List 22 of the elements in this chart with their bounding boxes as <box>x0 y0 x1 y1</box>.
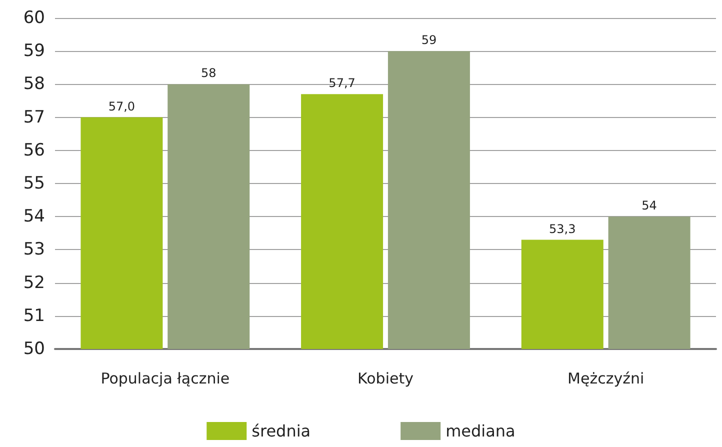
y-tick-label: 57 <box>23 107 45 128</box>
data-label: 59 <box>421 33 437 48</box>
data-label: 58 <box>200 66 216 80</box>
y-tick-label: 59 <box>23 41 45 62</box>
y-tick-label: 58 <box>23 74 45 94</box>
y-tick-label: 54 <box>23 206 45 227</box>
data-label: 57,0 <box>108 99 136 114</box>
data-label: 54 <box>642 198 657 213</box>
y-tick-label: 51 <box>23 306 45 326</box>
y-tick-label: 56 <box>23 140 45 160</box>
y-tick-label: 50 <box>23 339 45 359</box>
y-tick-label: 60 <box>23 8 45 28</box>
x-tick-label: Populacja łącznie <box>100 370 230 388</box>
x-tick-label: Kobiety <box>358 370 414 388</box>
y-tick-label: 55 <box>23 174 45 194</box>
data-label: 53,3 <box>549 222 576 236</box>
legend-label: średnia <box>252 422 311 440</box>
x-tick-label: Mężczyźni <box>568 370 644 388</box>
data-label: 57,7 <box>328 76 356 90</box>
y-tick-label: 53 <box>23 240 45 260</box>
y-tick-label: 52 <box>23 272 45 293</box>
legend-label: mediana <box>446 422 516 440</box>
